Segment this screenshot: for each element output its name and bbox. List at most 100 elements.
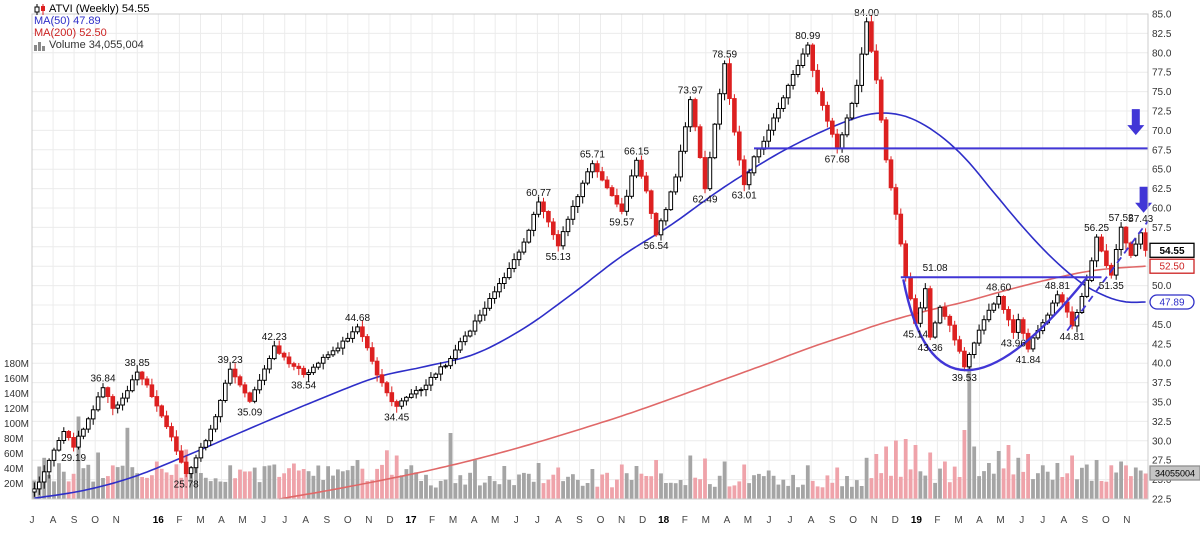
svg-text:S: S — [576, 515, 583, 526]
svg-text:D: D — [386, 515, 393, 526]
svg-text:F: F — [934, 515, 940, 526]
svg-text:J: J — [1040, 515, 1045, 526]
svg-text:48.81: 48.81 — [1045, 281, 1070, 292]
svg-text:140M: 140M — [4, 389, 29, 400]
svg-text:J: J — [788, 515, 793, 526]
svg-text:36.84: 36.84 — [90, 374, 115, 385]
svg-text:41.84: 41.84 — [1016, 355, 1041, 366]
ma50-legend: MA(50) 47.89 — [34, 15, 101, 27]
svg-text:47.89: 47.89 — [1159, 298, 1184, 309]
svg-text:S: S — [1081, 515, 1088, 526]
svg-text:75.0: 75.0 — [1152, 87, 1172, 98]
svg-text:J: J — [514, 515, 519, 526]
svg-text:63.01: 63.01 — [732, 191, 757, 202]
svg-text:O: O — [344, 515, 352, 526]
svg-text:A: A — [471, 515, 478, 526]
svg-text:59.57: 59.57 — [609, 217, 634, 228]
svg-text:D: D — [639, 515, 646, 526]
svg-text:85.0: 85.0 — [1152, 10, 1172, 21]
svg-text:67.5: 67.5 — [1152, 145, 1172, 156]
svg-text:160M: 160M — [4, 374, 29, 385]
svg-text:N: N — [365, 515, 372, 526]
svg-text:D: D — [892, 515, 899, 526]
svg-text:J: J — [282, 515, 287, 526]
svg-text:42.23: 42.23 — [262, 332, 287, 343]
svg-text:30.0: 30.0 — [1152, 436, 1172, 447]
svg-text:18: 18 — [658, 515, 670, 526]
svg-text:M: M — [491, 515, 499, 526]
svg-text:82.5: 82.5 — [1152, 29, 1172, 40]
volume-legend: Volume 34,055,004 — [49, 39, 144, 51]
svg-text:A: A — [808, 515, 815, 526]
svg-text:70.0: 70.0 — [1152, 126, 1172, 137]
svg-text:M: M — [996, 515, 1004, 526]
svg-text:43.96: 43.96 — [1001, 339, 1026, 350]
svg-text:62.49: 62.49 — [692, 195, 717, 206]
svg-text:54.55: 54.55 — [1159, 246, 1184, 257]
svg-text:57.43: 57.43 — [1128, 214, 1153, 225]
svg-text:M: M — [196, 515, 204, 526]
svg-text:78.59: 78.59 — [712, 50, 737, 61]
svg-text:44.68: 44.68 — [345, 313, 370, 324]
svg-text:A: A — [555, 515, 562, 526]
svg-text:60M: 60M — [4, 449, 23, 460]
svg-text:N: N — [113, 515, 120, 526]
svg-text:40.0: 40.0 — [1152, 359, 1172, 370]
svg-text:66.15: 66.15 — [624, 146, 649, 157]
svg-text:56.54: 56.54 — [644, 241, 669, 252]
svg-text:32.5: 32.5 — [1152, 417, 1172, 428]
svg-text:S: S — [829, 515, 836, 526]
svg-text:M: M — [954, 515, 962, 526]
svg-text:120M: 120M — [4, 404, 29, 415]
svg-text:73.97: 73.97 — [678, 86, 703, 97]
svg-text:65.0: 65.0 — [1152, 165, 1172, 176]
svg-text:72.5: 72.5 — [1152, 107, 1172, 118]
svg-text:100M: 100M — [4, 419, 29, 430]
svg-text:F: F — [682, 515, 688, 526]
svg-text:29.19: 29.19 — [61, 453, 86, 464]
svg-text:67.68: 67.68 — [825, 154, 850, 165]
svg-text:51.35: 51.35 — [1099, 281, 1124, 292]
svg-text:80M: 80M — [4, 434, 23, 445]
svg-text:16: 16 — [153, 515, 165, 526]
svg-text:A: A — [976, 515, 983, 526]
svg-text:180M: 180M — [4, 359, 29, 370]
symbol-title: ATVI (Weekly) 54.55 — [49, 3, 150, 15]
svg-text:A: A — [1060, 515, 1067, 526]
svg-text:20M: 20M — [4, 479, 23, 490]
svg-text:52.50: 52.50 — [1159, 262, 1184, 273]
svg-text:48.60: 48.60 — [986, 283, 1011, 294]
svg-text:37.5: 37.5 — [1152, 378, 1172, 389]
svg-text:38.85: 38.85 — [125, 358, 150, 369]
svg-text:35.09: 35.09 — [237, 407, 262, 418]
svg-text:57.52: 57.52 — [1109, 213, 1134, 224]
svg-text:43.36: 43.36 — [918, 343, 943, 354]
svg-text:39.53: 39.53 — [952, 373, 977, 384]
svg-text:A: A — [724, 515, 731, 526]
svg-text:O: O — [849, 515, 857, 526]
svg-text:27.5: 27.5 — [1152, 456, 1172, 467]
svg-text:J: J — [767, 515, 772, 526]
svg-text:50.0: 50.0 — [1152, 281, 1172, 292]
svg-text:60.0: 60.0 — [1152, 204, 1172, 215]
svg-text:77.5: 77.5 — [1152, 68, 1172, 79]
svg-text:40M: 40M — [4, 464, 23, 475]
symbol-title-row: ATVI (Weekly) 54.55 — [34, 3, 149, 15]
svg-text:A: A — [218, 515, 225, 526]
svg-text:22.5: 22.5 — [1152, 495, 1172, 506]
svg-text:M: M — [702, 515, 710, 526]
svg-text:80.0: 80.0 — [1152, 48, 1172, 59]
svg-text:45.0: 45.0 — [1152, 320, 1172, 331]
svg-text:45.14: 45.14 — [903, 329, 928, 340]
svg-text:51.08: 51.08 — [923, 263, 948, 274]
svg-text:N: N — [871, 515, 878, 526]
svg-text:80.99: 80.99 — [795, 31, 820, 42]
svg-text:J: J — [261, 515, 266, 526]
svg-text:N: N — [618, 515, 625, 526]
svg-text:25.78: 25.78 — [174, 480, 199, 491]
svg-text:S: S — [71, 515, 78, 526]
svg-text:O: O — [597, 515, 605, 526]
svg-text:62.5: 62.5 — [1152, 184, 1172, 195]
